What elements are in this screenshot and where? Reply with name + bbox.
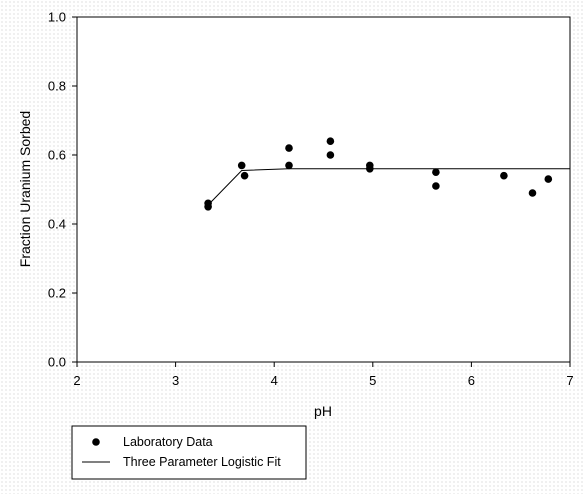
data-point (544, 175, 553, 183)
x-tick-label: 3 (172, 373, 179, 388)
data-point (500, 171, 508, 180)
x-tick-label: 5 (369, 373, 376, 388)
x-tick-label: 7 (566, 373, 573, 388)
data-point (366, 165, 374, 173)
x-axis-ticks: 2 3 4 5 6 7 (73, 362, 574, 388)
y-tick-label: 0.0 (48, 355, 66, 370)
data-point (285, 161, 293, 170)
y-tick-label: 0.8 (48, 79, 66, 94)
legend-box (71, 425, 307, 480)
data-point (240, 171, 249, 180)
legend-marker-laboratory-data (92, 438, 100, 446)
legend-label-fit: Three Parameter Logistic Fit (123, 455, 281, 469)
fit-line-group (207, 168, 570, 206)
data-point (528, 189, 537, 197)
data-point (285, 144, 293, 152)
data-points-group (204, 137, 553, 211)
plot-area (76, 16, 571, 363)
y-tick-label: 0.6 (48, 148, 66, 163)
x-tick-label: 4 (271, 373, 278, 388)
y-axis-ticks: 0.0 0.2 0.4 0.6 0.8 1.0 (48, 10, 77, 370)
x-tick-label: 6 (468, 373, 475, 388)
y-tick-label: 1.0 (48, 10, 66, 25)
x-tick-label: 2 (73, 373, 80, 388)
fit-line (207, 168, 570, 206)
y-tick-label: 0.4 (48, 217, 66, 232)
data-point (326, 137, 335, 145)
data-point (237, 161, 246, 170)
y-tick-label: 0.2 (48, 286, 66, 301)
legend-label-laboratory-data: Laboratory Data (123, 435, 213, 449)
y-axis-title: Fraction Uranium Sorbed (17, 111, 33, 267)
data-point (432, 168, 440, 176)
x-axis-title: pH (314, 403, 332, 419)
data-point (326, 151, 335, 159)
data-point (432, 182, 440, 190)
legend: Laboratory Data Three Parameter Logistic… (71, 425, 307, 480)
data-point (204, 203, 212, 211)
